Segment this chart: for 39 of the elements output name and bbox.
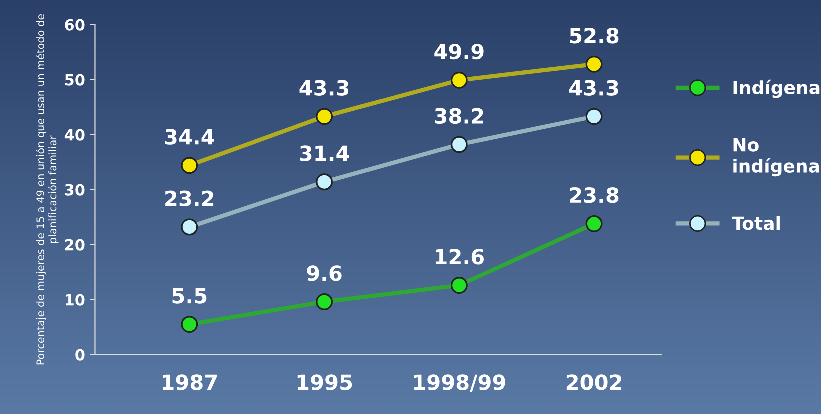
data-label: 9.6 [307,266,342,282]
data-label: 23.2 [166,190,214,207]
point [586,215,603,232]
point [450,136,468,154]
x-tick-label: 2002 [566,374,622,390]
point [316,294,334,310]
y-axis-title: Porcentaje de mujeres de 15 a 49 en unión que usan un método de planificación familiar [36,14,59,365]
legend-label: No indígena [734,138,820,177]
data-label: 43.3 [570,80,618,96]
y-tick-label: 0 [76,349,85,361]
point [181,157,198,174]
data-label: 31.4 [300,146,350,162]
x-tick-label: 1998/99 [414,374,506,392]
point [450,72,468,89]
legend-label: Total [732,216,780,230]
point [586,56,603,73]
y-tick-label: 50 [65,74,85,86]
data-label: 52.8 [570,28,619,44]
data-label: 34.4 [165,129,214,145]
data-label: 5.5 [172,288,207,304]
y-tick-label: 60 [65,19,85,31]
point [181,218,198,236]
data-label: 43.3 [300,80,349,96]
y-tick-label: 40 [64,129,85,141]
x-tick-label: 1987 [163,374,217,390]
y-tick-label: 30 [65,184,85,196]
y-tick-label: 20 [65,239,85,251]
legend-label: Indígena [734,80,820,98]
y-tick-label: 10 [66,294,85,306]
point [450,277,468,294]
point [181,316,198,334]
data-label: 23.8 [570,187,619,204]
data-label: 12.6 [436,249,484,265]
data-label: 38.2 [435,108,484,124]
x-tick-label: 1995 [298,374,352,390]
point [316,174,334,191]
point [586,108,603,126]
point [316,108,334,126]
data-label: 49.9 [434,44,484,60]
